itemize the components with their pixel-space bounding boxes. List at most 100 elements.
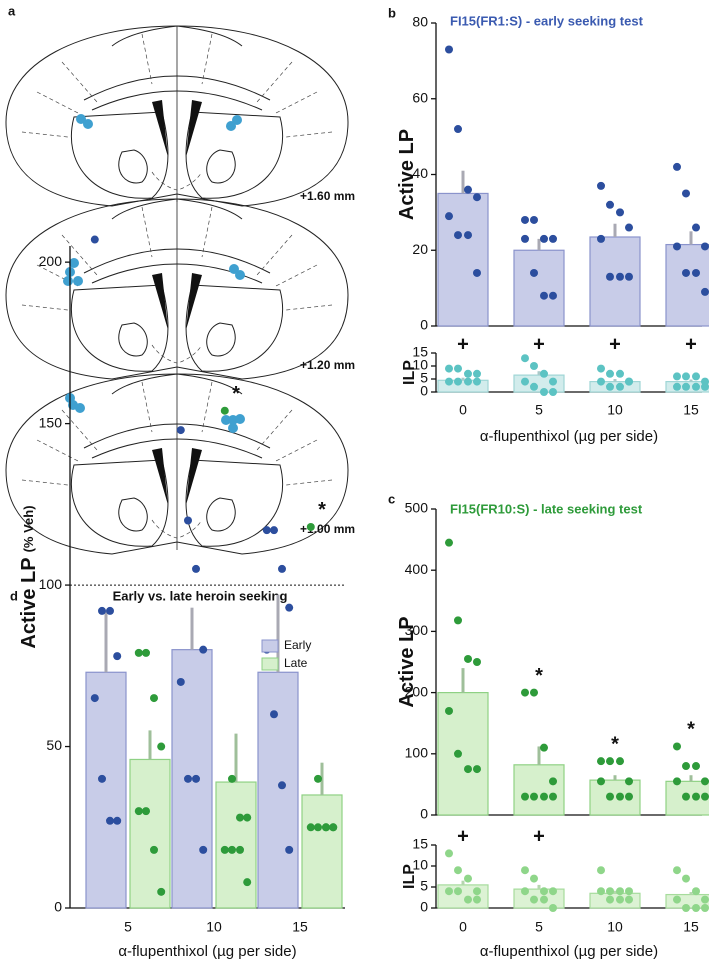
data-point <box>454 377 462 386</box>
data-point <box>314 774 322 783</box>
x-tick-label: 10 <box>607 919 623 935</box>
x-tick-label: 10 <box>206 919 222 935</box>
bar <box>513 249 565 327</box>
y-tick-label: 10 <box>412 357 428 373</box>
y-tick-label: 5 <box>420 878 428 894</box>
y-tick-label: 20 <box>412 241 428 257</box>
data-point <box>90 694 99 703</box>
data-point <box>701 904 709 912</box>
data-point <box>150 845 158 854</box>
data-point <box>597 364 605 373</box>
annotation: + <box>457 333 469 355</box>
data-point <box>616 792 624 801</box>
y-axis-label-text: ILP <box>401 864 418 889</box>
annotation: + <box>457 825 469 847</box>
data-point <box>521 866 529 875</box>
x-axis-label: α-flupenthixol (µg per side) <box>118 943 296 960</box>
data-point <box>673 372 681 381</box>
x-tick-label: 5 <box>535 919 543 935</box>
level-label: +1.20 mm <box>300 358 355 372</box>
data-point <box>597 866 605 875</box>
data-point <box>682 762 690 771</box>
data-point <box>473 268 481 277</box>
data-point <box>597 887 605 896</box>
data-point <box>142 807 150 816</box>
y-tick-label: 80 <box>412 14 428 30</box>
data-point <box>236 845 244 854</box>
data-point <box>616 895 624 904</box>
data-point <box>157 742 166 751</box>
data-point <box>682 792 690 801</box>
data-point <box>473 765 481 774</box>
data-point <box>616 382 624 391</box>
data-point <box>445 849 453 858</box>
data-point <box>701 777 709 786</box>
data-point <box>243 878 252 887</box>
annotation: + <box>609 333 621 355</box>
data-point <box>521 354 529 363</box>
y-axis-label: Active LP (% Veh) <box>18 505 40 648</box>
data-point <box>445 538 453 547</box>
data-point <box>228 774 236 783</box>
data-point <box>285 603 294 612</box>
x-tick-label: 15 <box>292 919 308 935</box>
bar <box>513 764 565 816</box>
y-axis-label: ILP <box>401 864 418 889</box>
bar <box>301 794 343 909</box>
data-point <box>220 845 229 854</box>
data-point <box>530 874 538 883</box>
y-tick-label: 15 <box>412 344 428 360</box>
data-point <box>606 200 614 209</box>
data-point <box>464 765 472 774</box>
data-point <box>134 648 143 657</box>
data-point <box>464 874 472 883</box>
y-axis-label-unit: (% Veh) <box>21 505 36 552</box>
y-tick-label: 300 <box>405 622 429 638</box>
annotation: + <box>533 825 545 847</box>
data-point <box>445 45 453 54</box>
data-point <box>464 654 472 663</box>
x-tick-label: 10 <box>607 402 623 418</box>
data-point <box>314 823 322 832</box>
data-point <box>199 845 208 854</box>
data-point <box>606 895 614 904</box>
data-point <box>445 706 453 715</box>
y-axis-label: Active LP <box>396 616 418 707</box>
bar <box>129 758 171 909</box>
data-point <box>597 757 605 766</box>
panel-label: b <box>388 5 396 20</box>
data-point <box>625 887 633 896</box>
y-tick-label: 0 <box>420 383 428 399</box>
data-point <box>176 677 185 686</box>
data-point <box>673 895 681 904</box>
data-point <box>673 866 681 875</box>
data-point <box>673 242 681 251</box>
x-tick-label: 15 <box>683 402 699 418</box>
data-point <box>322 823 330 832</box>
data-point <box>464 895 472 904</box>
data-point <box>597 181 605 190</box>
data-point <box>530 268 538 277</box>
y-tick-label: 200 <box>405 683 429 699</box>
data-point <box>606 382 614 391</box>
data-point <box>184 516 192 525</box>
annotation: * <box>611 733 619 755</box>
y-tick-label: 0 <box>420 317 428 333</box>
data-point <box>134 807 143 816</box>
data-point <box>473 193 481 202</box>
data-point <box>530 362 538 370</box>
data-point <box>306 522 315 531</box>
y-axis-label: Active LP <box>396 129 418 220</box>
data-point <box>192 564 200 573</box>
data-point <box>701 382 709 391</box>
data-point <box>285 845 294 854</box>
bar <box>589 236 641 327</box>
legend-swatch <box>261 639 279 653</box>
data-point <box>692 223 700 232</box>
data-point <box>90 235 99 244</box>
data-point <box>625 792 633 801</box>
y-tick-label: 100 <box>405 745 429 761</box>
data-point <box>445 212 453 221</box>
data-point <box>521 377 529 386</box>
data-point <box>278 564 286 573</box>
